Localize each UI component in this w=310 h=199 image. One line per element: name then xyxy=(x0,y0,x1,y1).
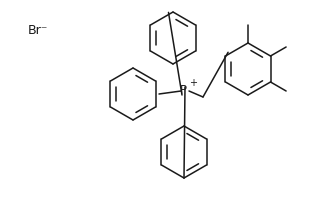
Text: P: P xyxy=(179,84,187,97)
Text: Br⁻: Br⁻ xyxy=(28,24,48,37)
Text: +: + xyxy=(189,78,197,88)
